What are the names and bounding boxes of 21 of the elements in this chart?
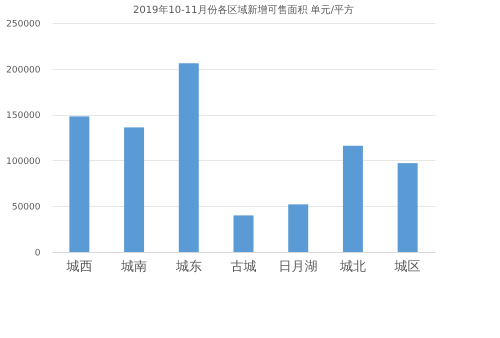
x-tick-label: 城西: [65, 260, 92, 274]
y-tick-label: 250000: [6, 20, 41, 30]
x-tick-label: 日月湖: [278, 260, 318, 274]
x-tick-label: 城区: [394, 260, 421, 274]
x-tick-label: 城南: [120, 260, 148, 274]
y-tick-label: 100000: [6, 156, 41, 167]
bar: [234, 215, 254, 252]
y-tick-label: 0: [34, 248, 41, 258]
bar: [398, 163, 418, 252]
bar: [124, 127, 144, 252]
bar: [178, 63, 199, 252]
x-tick-label: 古城: [230, 260, 256, 274]
x-tick-label: 城东: [174, 260, 202, 274]
x-tick-label: 城北: [338, 260, 366, 274]
bar: [342, 146, 363, 252]
y-tick-label: 50000: [12, 202, 41, 213]
bar: [69, 116, 90, 252]
y-tick-label: 200000: [6, 65, 41, 76]
bar: [288, 204, 308, 252]
y-tick-label: 150000: [6, 111, 41, 122]
chart-title: 2019年10-11月份各区域新增可售面积 单元/平方: [132, 4, 354, 16]
